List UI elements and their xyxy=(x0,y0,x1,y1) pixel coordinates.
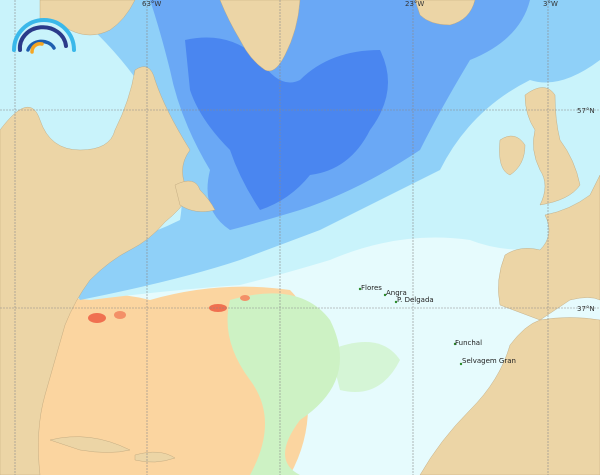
lon-label: 63°W xyxy=(142,0,161,8)
ireland xyxy=(499,135,526,176)
greenland xyxy=(219,0,301,72)
newfoundland xyxy=(174,180,216,212)
green-zone-2 xyxy=(330,342,400,392)
lat-label: 57°N xyxy=(577,107,595,115)
scotland-england xyxy=(524,87,581,206)
wave-arcs-logo-icon xyxy=(12,18,76,54)
place-label[interactable]: P. Delgada xyxy=(397,296,434,304)
place-label[interactable]: Selvagem Gran xyxy=(462,357,516,365)
place-label[interactable]: Angra xyxy=(386,289,407,297)
lon-label: 3°W xyxy=(543,0,558,8)
place-label[interactable]: Flores xyxy=(361,284,382,292)
africa xyxy=(419,317,600,475)
north-america xyxy=(0,66,191,475)
place-label[interactable]: Funchal xyxy=(455,339,482,347)
europe xyxy=(498,174,600,321)
green-zone xyxy=(227,293,340,475)
lon-label: 23°W xyxy=(405,0,424,8)
deep-blue-zone xyxy=(185,37,388,210)
hispaniola xyxy=(134,451,176,463)
cuba xyxy=(49,436,131,453)
warm-hotspot xyxy=(240,295,250,301)
warm-hotspot xyxy=(114,311,126,319)
warm-hotspot xyxy=(88,313,106,323)
lat-label: 37°N xyxy=(577,305,595,313)
iceland xyxy=(414,0,476,26)
place-markers: Flores Angra P. Delgada Funchal Selvagem… xyxy=(358,284,516,366)
